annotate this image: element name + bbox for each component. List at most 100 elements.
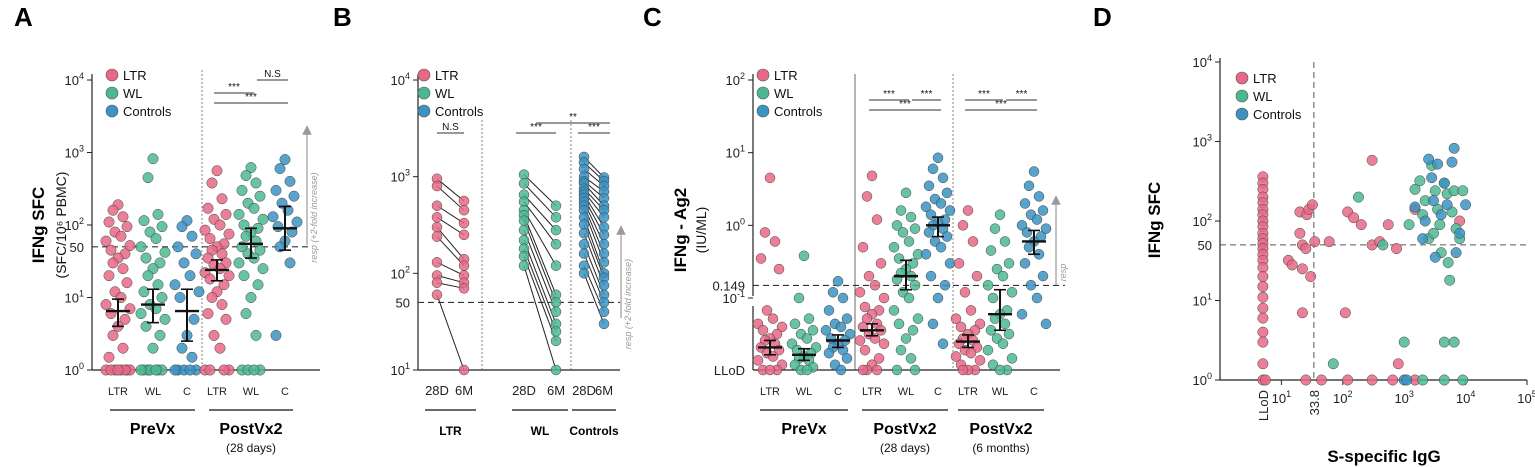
panel-d-point <box>1409 183 1421 195</box>
panel-a-point <box>240 170 252 182</box>
panel-d-point <box>1442 257 1454 269</box>
panel-c-point <box>957 220 969 231</box>
panel-d-point <box>1432 158 1444 170</box>
panel-c-point <box>1003 258 1015 269</box>
panel-d-point <box>1327 358 1339 370</box>
panel-d-point <box>1286 259 1298 271</box>
panel-d-point <box>1446 156 1458 168</box>
panel-c-point <box>925 209 937 220</box>
panel-b-pair-line <box>523 220 557 303</box>
panel-c-point <box>873 353 885 364</box>
panel-d-point <box>1306 199 1318 211</box>
panel-a-point <box>117 342 129 354</box>
panel-a-point <box>250 177 262 189</box>
panel-d-point <box>1382 219 1394 231</box>
panel-b-sig-3-label: ** <box>569 112 577 123</box>
panel-d-point <box>1429 251 1441 263</box>
panel-c-point <box>801 333 813 344</box>
panel-c-point <box>764 172 776 184</box>
panel-c-point <box>907 325 919 336</box>
panel-c-point <box>893 318 905 330</box>
panel-d-point <box>1260 374 1271 386</box>
panel-b-point <box>431 221 443 233</box>
legend-label-ltr: LTR <box>123 68 147 83</box>
panel-c-ytick-label-2: 100 <box>726 216 745 233</box>
panel-c-sig-5-label: *** <box>995 99 1007 110</box>
panel-c-resp-label: resp <box>1058 264 1068 282</box>
legend-label-wl: WL <box>1253 89 1273 104</box>
panel-b-ytick-label-2: 103 <box>391 168 410 185</box>
panel-c-point <box>752 355 764 366</box>
panel-c-point <box>835 364 847 376</box>
panel-c-point <box>965 305 977 316</box>
legend-label-controls: Controls <box>1253 107 1302 122</box>
panel-c-point <box>932 292 944 304</box>
panel-b-pair-line <box>523 201 557 245</box>
panel-a-point <box>248 202 260 214</box>
panel-c-xtick-7: WL <box>992 386 1009 398</box>
panel-d-point <box>1300 374 1312 386</box>
panel-c-point <box>859 301 871 313</box>
panel-d-point <box>1398 336 1410 348</box>
panel-a-point <box>147 342 159 354</box>
panel-c-point <box>912 313 924 324</box>
panel-d-point <box>1309 236 1321 248</box>
panel-c-point <box>1006 353 1018 364</box>
panel-d-point <box>1323 236 1335 248</box>
panel-a-point <box>193 286 205 298</box>
panel-b-xtick-1: 6M <box>455 383 473 398</box>
panel-a-point <box>103 270 115 282</box>
panel-a-point <box>184 270 196 282</box>
panel-d-point <box>1441 199 1453 211</box>
panel-a-ylabel2: (SFC/10⁶ PBMC) <box>53 172 69 279</box>
panel-c-point <box>823 305 835 316</box>
panel-b-group-label-0: LTR <box>439 424 462 438</box>
panel-a-point <box>284 257 296 269</box>
panel-c-point <box>920 201 932 213</box>
panel-a-point <box>138 215 150 227</box>
panel-a-xtick-4: WL <box>243 386 260 398</box>
panel-a-point <box>206 177 218 189</box>
panel-a-point <box>184 364 196 376</box>
panel-c-point <box>997 270 1009 282</box>
panel-a-ytick-label-4: 104 <box>65 71 84 88</box>
legend-marker-wl <box>105 86 119 100</box>
panel-d-point <box>1434 219 1446 231</box>
panel-d-point <box>1423 153 1435 165</box>
panel-c-point <box>1031 214 1043 225</box>
panel-a-point <box>236 184 248 196</box>
panel-a-ytick-label-0: 100 <box>65 361 84 378</box>
panel-a-point <box>208 329 220 341</box>
panel-c-ytick-label-3: 10-1 <box>723 289 745 306</box>
panel-b-sig-2-label: *** <box>588 122 600 133</box>
legend-label-wl: WL <box>435 86 455 101</box>
panel-c-point <box>985 245 997 256</box>
panel-a-point <box>121 277 133 289</box>
panel-c-point <box>866 170 878 182</box>
panel-b-pair-line <box>436 294 465 371</box>
legend-label-controls: Controls <box>123 104 172 119</box>
panel-c-point <box>841 353 853 364</box>
panel-c-point <box>950 313 962 324</box>
panel-d-point <box>1417 374 1429 386</box>
panel-a-point <box>288 190 300 202</box>
panel-d-point <box>1257 358 1269 370</box>
legend-marker-wl <box>756 86 770 100</box>
panel-c-point <box>841 313 853 324</box>
panel-c-sig-4-label: *** <box>1016 89 1028 100</box>
panel-d-ylabel: IFNg SFC <box>1145 182 1164 259</box>
panel-c-point <box>953 258 965 269</box>
panel-a-point <box>202 308 214 320</box>
panel-b-point <box>550 212 562 223</box>
panel-a-threshold-label: 50 <box>70 240 84 255</box>
panel-b-xtick-0: 28D <box>425 383 449 398</box>
panel-c-point <box>957 364 969 376</box>
panel-c-sig-1-label: *** <box>921 89 933 100</box>
panel-c-point <box>1023 241 1035 253</box>
panel-b-xtick-5: 6M <box>595 383 613 398</box>
panel-d-point <box>1417 233 1429 245</box>
panel-d-point <box>1426 172 1438 184</box>
panel-a-point <box>107 257 119 269</box>
panel-c-point <box>1021 227 1033 238</box>
panel-c-ytick-extra-1: LLoD <box>714 363 745 378</box>
